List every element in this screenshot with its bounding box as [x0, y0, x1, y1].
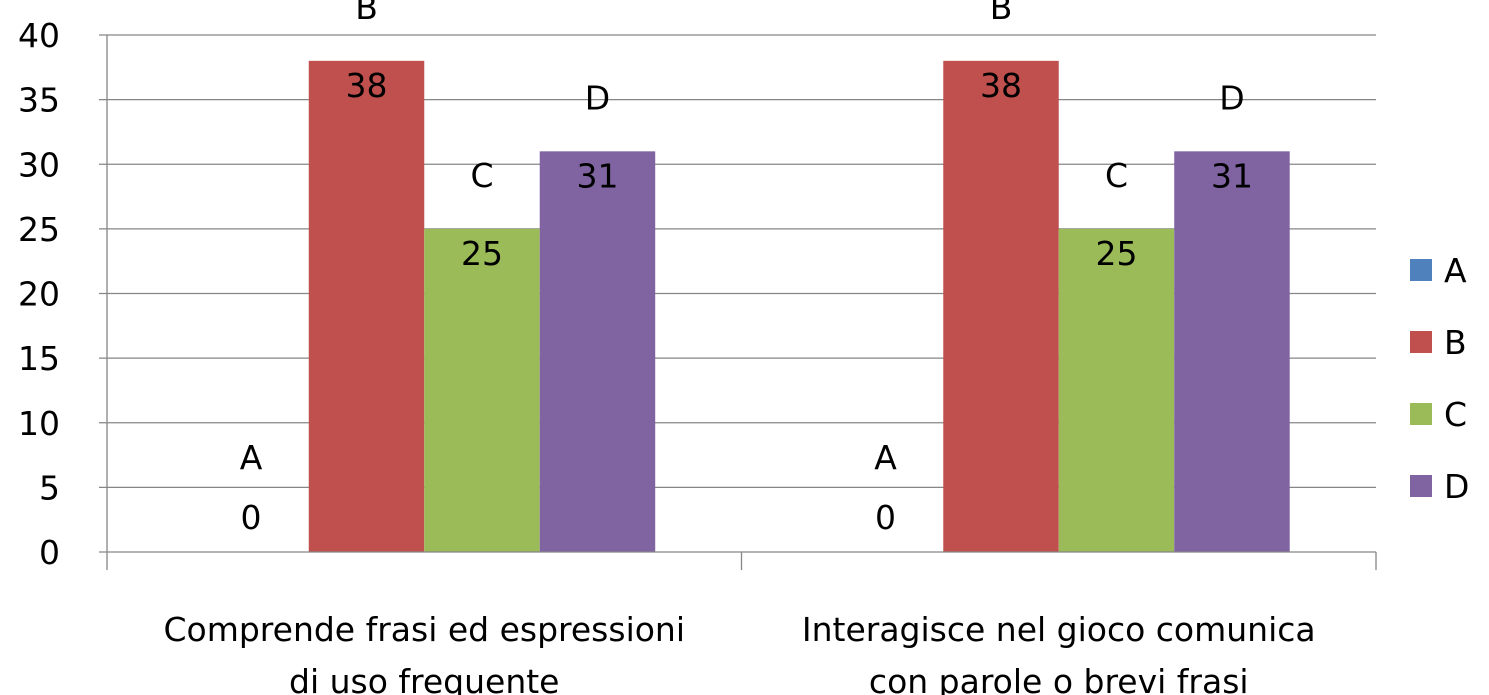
data-label-series: A — [874, 438, 897, 477]
x-axis-categories: Comprende frasi ed espressioni di uso fre… — [163, 610, 1315, 695]
x-category-label: con parole o brevi frasi — [869, 662, 1249, 695]
x-category-label: Interagisce nel gioco comunica — [802, 610, 1316, 649]
data-label-value: 25 — [461, 234, 503, 273]
data-label-value: 31 — [576, 156, 618, 195]
y-tick-label: 10 — [18, 404, 60, 443]
y-tick-label: 5 — [39, 468, 60, 507]
data-label-series: D — [1219, 78, 1244, 117]
data-labels: A 0 B 38 C 25 D 31 A 0 B 38 C 25 D 31 — [240, 0, 1253, 537]
legend-swatch-a — [1410, 259, 1432, 281]
legend-swatch-c — [1410, 403, 1432, 425]
y-tick-label: 30 — [18, 145, 60, 184]
y-axis-ticks: 0 5 10 15 20 25 30 35 40 — [18, 16, 60, 572]
bar-c — [424, 228, 540, 552]
axes — [99, 35, 1377, 570]
y-tick-label: 35 — [18, 81, 60, 120]
y-tick-label: 20 — [18, 275, 60, 314]
x-category-label: Comprende frasi ed espressioni — [163, 610, 685, 649]
legend-swatch-b — [1410, 331, 1432, 353]
legend-label: A — [1444, 251, 1467, 290]
data-label-series: B — [990, 0, 1013, 27]
data-label-value: 38 — [346, 66, 388, 105]
data-label-series: A — [240, 438, 263, 477]
legend-swatch-d — [1410, 475, 1432, 497]
data-label-series: C — [470, 156, 493, 195]
legend-label: D — [1444, 467, 1469, 506]
bar-d — [539, 151, 656, 552]
y-tick-label: 15 — [18, 339, 60, 378]
y-tick-label: 40 — [18, 16, 60, 55]
data-label-value: 0 — [875, 498, 896, 537]
bars — [308, 60, 1290, 552]
data-label-series: C — [1105, 156, 1128, 195]
data-label-value: 31 — [1211, 156, 1253, 195]
legend-label: C — [1444, 395, 1467, 434]
data-label-value: 0 — [241, 498, 262, 537]
y-tick-label: 25 — [18, 210, 60, 249]
data-label-value: 38 — [980, 66, 1022, 105]
y-tick-label: 0 — [39, 533, 60, 572]
bar-b — [943, 60, 1059, 552]
legend-label: B — [1444, 323, 1467, 362]
bar-c — [1058, 228, 1175, 552]
bar-b — [308, 60, 425, 552]
x-category-label: di uso frequente — [289, 662, 559, 695]
data-label-series: D — [585, 78, 610, 117]
bar-d — [1174, 151, 1290, 552]
data-label-value: 25 — [1095, 234, 1137, 273]
data-label-series: B — [355, 0, 378, 27]
